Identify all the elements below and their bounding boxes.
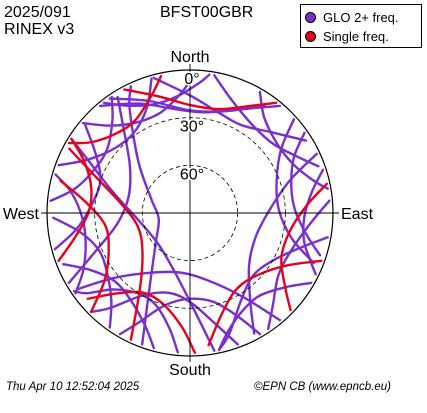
glo-track-20 [102,73,211,107]
glo-track-23 [75,270,282,322]
glo-track-3 [213,74,320,168]
glo-track-13 [62,263,155,350]
glo-track-21 [128,85,161,346]
date-label: 2025/091 [4,4,71,21]
single-freq-track-2 [86,290,197,354]
glo-track-1 [108,97,282,113]
direction-north: North [170,49,209,66]
glo-track-25 [275,118,315,265]
legend-label-glo: GLO 2+ freq. [323,9,399,25]
legend-label-single: Single freq. [323,28,389,44]
skyplot-labels: North South West East 0° 30° 60° [3,49,374,379]
elevation-label-60: 60° [180,166,204,183]
direction-west: West [3,206,40,223]
single-freq-track-6 [280,182,328,312]
elevation-label-0: 0° [184,71,199,88]
station-name: BFST00GBR [160,4,254,21]
single-freq-track-1 [207,259,323,347]
direction-east: East [341,206,374,223]
glo-marker-icon [305,11,316,23]
legend: GLO 2+ freq. Single freq. [300,4,422,48]
glo-track-5 [290,131,322,257]
skyplot-grid-overlay [41,64,339,362]
single-freq-track-0 [123,88,278,111]
elevation-label-30: 30° [180,119,204,136]
glo-track-19 [81,72,197,127]
footer-credit: ©EPN CB (www.epncb.eu) [254,381,391,393]
legend-item-single: Single freq. [305,27,389,45]
footer-timestamp: Thu Apr 10 12:52:04 2025 [6,381,140,393]
glo-track-22 [70,137,216,352]
legend-item-glo: GLO 2+ freq. [305,8,399,26]
glo-track-15 [54,173,87,295]
single-freq-track-7 [68,147,144,341]
glo-track-2 [152,76,308,142]
single-freq-track-3 [59,179,110,314]
glo-track-24 [247,152,318,335]
direction-south: South [169,362,211,379]
single-marker-icon [305,30,316,42]
glo-track-6 [302,168,325,276]
single-freq-track-4 [57,137,93,262]
rinex-version-label: RINEX v3 [4,21,75,38]
glo-track-16 [53,124,102,251]
glo-track-7 [267,199,331,331]
glo-track-4 [258,90,329,190]
glo-track-26 [67,95,132,285]
single-freq-track-5 [67,75,163,145]
